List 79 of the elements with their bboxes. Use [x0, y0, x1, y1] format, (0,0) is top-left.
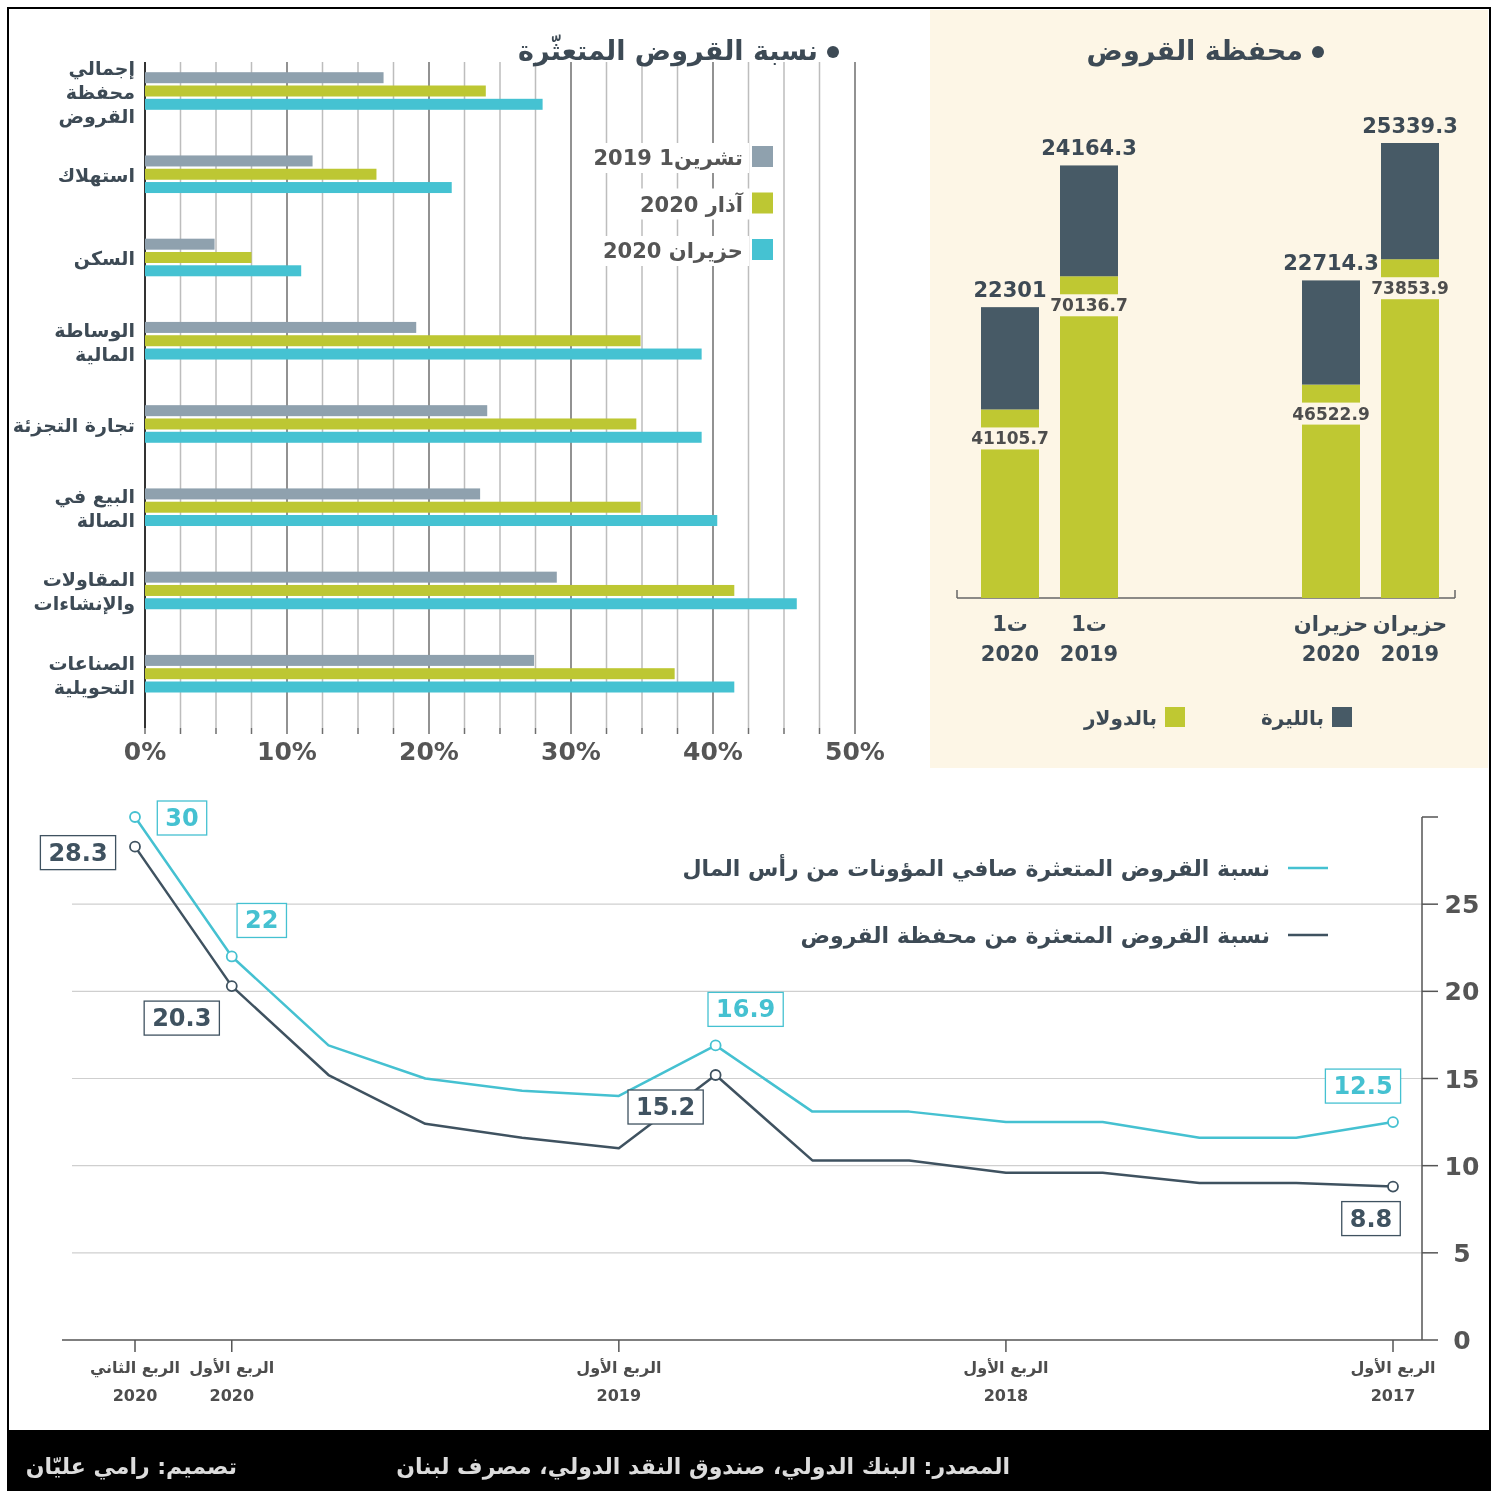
- bar: [145, 251, 252, 263]
- bar: [145, 681, 735, 693]
- y-tick-label: 5: [1453, 1238, 1471, 1268]
- point: [129, 840, 141, 853]
- y-tick-label: 0: [1453, 1326, 1471, 1355]
- bar: [145, 654, 535, 666]
- chart-title: محفظة القروض: [1086, 35, 1303, 67]
- bar: [145, 598, 797, 610]
- bar: [145, 238, 215, 250]
- y-tick-label: 20: [1444, 977, 1480, 1007]
- y-tick-label: إجمالي محفظة القروض: [58, 57, 135, 128]
- data-label: 70136.7: [1050, 295, 1128, 316]
- bar: [145, 348, 702, 360]
- point: [129, 811, 141, 823]
- x-tick-label: 10%: [257, 737, 317, 766]
- bar: [145, 98, 543, 110]
- bar: [145, 668, 675, 680]
- bar: [145, 168, 377, 180]
- text: المصدر: البنك الدولي، صندوق النقد الدولي، مصرف لبنان: [396, 1454, 1010, 1480]
- bar: [145, 418, 637, 430]
- bar: [145, 72, 384, 84]
- bar: [145, 584, 735, 596]
- point: [709, 1039, 722, 1052]
- data-label: 46522.9: [1292, 403, 1370, 424]
- x-tick-label: 30%: [541, 737, 601, 766]
- text: تصميم: رامي عليّان: [25, 1454, 237, 1480]
- bar: [145, 335, 641, 347]
- y-tick-label: 25: [1444, 890, 1480, 920]
- legend-label: آذار 2020: [639, 191, 744, 217]
- bar: [145, 488, 481, 500]
- legend-label: نسبة القروض المتعثرة صافي المؤونات من رأس المال: [682, 853, 1270, 882]
- data-label: 30: [165, 804, 199, 832]
- bar: [145, 155, 313, 167]
- x-tick-label: 40%: [683, 737, 743, 766]
- point: [1387, 1116, 1399, 1128]
- data-label: 28.3: [48, 838, 108, 867]
- y-tick-label: الوساطة المالية: [54, 318, 135, 365]
- data-label: 12.5: [1333, 1072, 1393, 1101]
- bar: [145, 85, 486, 97]
- legend-label: حزيران 2020: [602, 239, 743, 263]
- y-tick-label: 15: [1444, 1064, 1480, 1094]
- y-tick-label: استهلاك: [57, 164, 135, 188]
- point: [225, 950, 238, 963]
- bar: [145, 265, 302, 277]
- data-label: 25339.3: [1362, 114, 1458, 138]
- chart-title: نسبة القروض المتعثّرة: [517, 34, 818, 67]
- bar: [145, 431, 702, 443]
- data-label: 20.3: [152, 1004, 212, 1033]
- y-tick-label: المقاولات والإنشاءات: [33, 568, 135, 616]
- point: [1387, 1180, 1399, 1193]
- point: [225, 980, 238, 992]
- bar: [145, 405, 488, 417]
- legend-label: تشرين1 2019: [593, 146, 743, 170]
- data-label: 22301: [973, 278, 1047, 303]
- data-label: 16.9: [716, 995, 776, 1024]
- data-label: 8.8: [1349, 1204, 1393, 1233]
- data-label: 24164.3: [1041, 136, 1137, 161]
- y-tick-label: السكن: [73, 247, 135, 271]
- data-label: 15.2: [636, 1093, 696, 1122]
- legend-label: بالدولار: [1083, 706, 1157, 730]
- data-label: 22714.3: [1283, 251, 1379, 276]
- legend-label: نسبة القروض المتعثرة من محفظة القروض: [800, 923, 1270, 949]
- bar: [145, 182, 452, 194]
- y-tick-label: الصناعات التحويلية: [48, 651, 135, 699]
- y-tick-label: تجارة التجزئة: [12, 413, 135, 437]
- x-tick-label: 50%: [825, 737, 885, 766]
- bar: [145, 515, 718, 527]
- x-tick-label: 20%: [399, 737, 459, 766]
- y-tick-label: البيع في الصالة: [54, 485, 135, 532]
- bar: [145, 321, 417, 333]
- bar: [145, 501, 641, 513]
- data-label: 73853.9: [1371, 278, 1449, 299]
- point: [709, 1069, 722, 1081]
- x-tick-label: 0%: [123, 737, 167, 766]
- legend-label: بالليرة: [1260, 706, 1324, 730]
- data-label: 41105.7: [971, 428, 1049, 449]
- y-tick-label: 10: [1444, 1151, 1480, 1181]
- data-label: 22: [245, 906, 279, 935]
- bar: [145, 571, 557, 583]
